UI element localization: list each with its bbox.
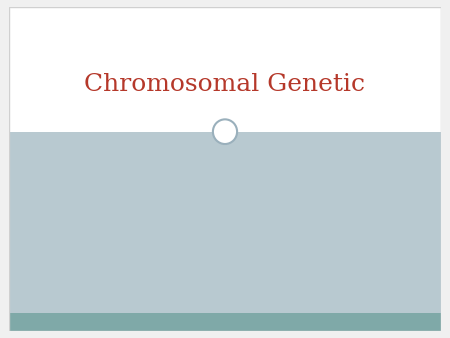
Text: Chromosomal Genetic: Chromosomal Genetic <box>85 73 365 96</box>
Bar <box>9 313 441 331</box>
Bar <box>9 7 441 132</box>
Bar <box>9 132 441 313</box>
Ellipse shape <box>213 119 237 144</box>
